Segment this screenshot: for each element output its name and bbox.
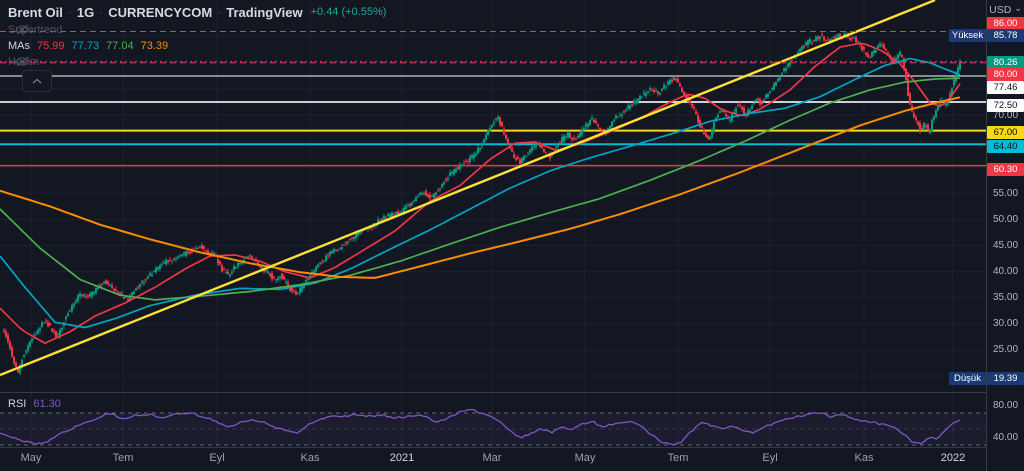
ma-line	[0, 42, 961, 345]
rsi-line	[0, 408, 961, 446]
price-tick: 80.00	[993, 400, 1019, 411]
chevron-up-icon	[32, 78, 42, 84]
price-label-badge: 67.00	[987, 125, 1024, 139]
exchange[interactable]: CURRENCYCOM	[108, 4, 213, 20]
time-label: 2021	[389, 452, 415, 464]
legend-collapse-button[interactable]	[22, 70, 52, 92]
time-label: Tem	[667, 452, 689, 464]
low-price-tag: Düşük	[949, 371, 986, 385]
price-label-badge: 64.40	[987, 139, 1024, 153]
price-label-badge: 85.78	[987, 28, 1024, 42]
price-axis-separator	[986, 0, 987, 471]
price-change: +0.44 (+0.55%)	[310, 6, 387, 18]
time-label: Mar	[482, 452, 502, 464]
price-tick: 55.00	[993, 188, 1019, 199]
level-lines	[0, 75, 986, 167]
grid	[0, 0, 986, 392]
time-label: May	[574, 452, 596, 464]
ma-value: 75.99	[37, 39, 65, 52]
price-axis[interactable]: USD ⌄ 70.00 55.00 50.00 45.00 40.00 35.00 30.0…	[987, 0, 1024, 471]
time-label: Kas	[854, 452, 874, 464]
ma-value: 77.73	[71, 39, 100, 52]
price-label-badge: 80.26	[987, 55, 1024, 69]
time-axis-separator	[0, 447, 1024, 448]
main-chart-pane[interactable]	[0, 0, 986, 392]
candles	[3, 31, 961, 376]
separator: ·	[217, 5, 222, 19]
high-price-tag: Yüksek	[949, 28, 986, 42]
ma-value: 73.39	[140, 39, 169, 52]
rsi-pane[interactable]	[0, 393, 986, 447]
separator: ·	[99, 5, 104, 19]
currency-label: USD	[989, 4, 1012, 16]
indicator-hacim[interactable]: Hacim	[8, 54, 386, 69]
price-tick: 40.00	[993, 266, 1019, 277]
time-label: Eyl	[762, 452, 778, 464]
trendline	[0, 0, 936, 377]
price-tick: 45.00	[993, 240, 1019, 251]
indicator-mas[interactable]: MAs 75.99 77.73 77.04 73.39	[8, 38, 386, 53]
price-label-badge: 77.46	[987, 80, 1024, 94]
time-label: May	[20, 452, 42, 464]
rsi-value: 61.30	[33, 398, 61, 410]
price-label-badge: 80.00	[987, 67, 1024, 81]
ma-line	[0, 77, 961, 301]
platform: TradingView	[226, 4, 303, 20]
time-axis[interactable]: May Tem Eyl Kas 2021 Mar May Tem Eyl Kas 2022	[0, 448, 986, 471]
ma-value: 77.04	[106, 39, 134, 52]
separator: ·	[67, 5, 72, 19]
price-tick: 30.00	[993, 318, 1019, 329]
rsi-label: RSI	[8, 398, 27, 410]
price-tick: 70.00	[993, 110, 1019, 121]
price-tick: 40.00	[993, 432, 1019, 443]
rsi-legend[interactable]: RSI 61.30	[8, 398, 61, 410]
ma-line	[0, 57, 961, 329]
price-label-badge: 72.50	[987, 98, 1024, 112]
price-tick: 50.00	[993, 214, 1019, 225]
alert-lines	[0, 30, 986, 64]
indicator-label: MAs	[8, 39, 30, 52]
chevron-down-icon: ⌄	[1014, 3, 1022, 13]
symbol-name[interactable]: Brent Oil	[8, 4, 63, 20]
indicator-label: Supertrend	[8, 23, 63, 36]
price-label-badge: 86.00	[987, 16, 1024, 30]
time-label: Tem	[112, 452, 134, 464]
price-label-badge: 19.39	[987, 371, 1024, 385]
price-tick: 25.00	[993, 344, 1019, 355]
time-label: Kas	[300, 452, 320, 464]
interval[interactable]: 1G	[76, 4, 95, 20]
eye-off-icon[interactable]	[15, 56, 30, 67]
price-tick: 35.00	[993, 292, 1019, 303]
time-label: Eyl	[209, 452, 225, 464]
moving-averages	[0, 42, 961, 345]
time-label: 2022	[940, 452, 966, 464]
pane-divider[interactable]	[0, 392, 1024, 393]
price-label-badge: 60.30	[987, 162, 1024, 176]
eye-off-icon[interactable]	[15, 24, 30, 35]
indicator-supertrend[interactable]: Supertrend	[8, 22, 386, 37]
legend: Brent Oil · 1G · CURRENCYCOM · TradingVi…	[8, 3, 386, 69]
symbol-title-row[interactable]: Brent Oil · 1G · CURRENCYCOM · TradingVi…	[8, 3, 386, 21]
ma-values: 75.99 77.73 77.04 73.39	[37, 40, 175, 52]
ma-line	[0, 96, 961, 279]
